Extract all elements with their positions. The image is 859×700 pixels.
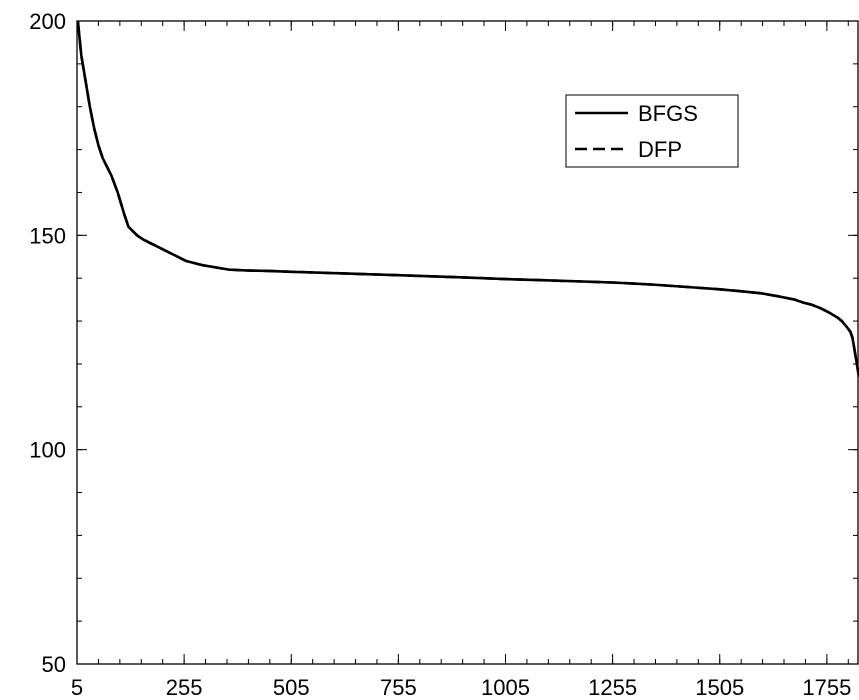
x-tick-label: 505	[273, 675, 310, 700]
y-tick-label: 150	[29, 223, 66, 248]
y-tick-label: 200	[29, 9, 66, 34]
major-ticks	[76, 20, 858, 665]
x-tick-label: 1005	[481, 675, 530, 700]
x-tick-labels: 5 255 505 755 1005 1255 1505 1755	[71, 675, 851, 700]
legend: BFGS DFP	[565, 94, 739, 168]
legend-label-bfgs: BFGS	[638, 101, 698, 126]
x-tick-label: 1755	[802, 675, 851, 700]
x-tick-label: 1505	[695, 675, 744, 700]
y-tick-labels: 50 100 150 200	[29, 9, 66, 677]
x-tick-label: 1255	[588, 675, 637, 700]
x-tick-label: 255	[166, 675, 203, 700]
legend-label-dfp: DFP	[638, 137, 682, 162]
y-tick-label: 100	[29, 438, 66, 463]
legend-box	[565, 94, 739, 168]
x-tick-label: 5	[71, 675, 83, 700]
x-tick-label: 755	[380, 675, 417, 700]
plot-frame	[76, 20, 859, 665]
y-tick-label: 50	[42, 652, 66, 677]
minor-ticks	[76, 20, 858, 665]
series-line-bfgs	[76, 20, 859, 378]
series-line-dfp	[76, 20, 859, 378]
series-layer	[76, 20, 859, 378]
